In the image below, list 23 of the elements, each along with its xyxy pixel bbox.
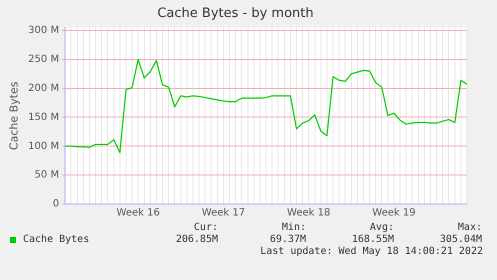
x-tick-label: Week 16 — [116, 208, 160, 219]
text: Last update: Wed May 18 14:00:21 2022 — [259, 246, 484, 258]
y-tick-label: 300 M — [28, 25, 60, 36]
x-tick-label: Week 18 — [287, 208, 330, 219]
y-tick-label: 50 M — [34, 170, 60, 181]
chart-title: Cache Bytes - by month — [157, 6, 314, 22]
legend-label: Cache Bytes — [22, 234, 90, 246]
x-tick-label: Week 19 — [372, 208, 416, 219]
y-tick-label: 150 M — [28, 112, 60, 123]
y-tick-label: 200 M — [28, 82, 60, 94]
y-tick-label: 0 — [52, 198, 60, 210]
text: 69.37M — [268, 234, 306, 246]
y-tick-label: 100 M — [28, 140, 60, 152]
y-axis-title: Cache Bytes — [7, 81, 20, 150]
text: Avg: — [368, 222, 394, 234]
text: 168.55M — [350, 234, 394, 246]
text: Cur: — [192, 222, 218, 234]
text: 305.04M — [438, 234, 482, 246]
text: Max: — [456, 222, 482, 234]
text: Min: — [280, 222, 306, 234]
y-tick-label: 250 M — [28, 54, 60, 66]
x-tick-label: Week 17 — [202, 208, 246, 219]
text: 206.85M — [174, 234, 218, 246]
